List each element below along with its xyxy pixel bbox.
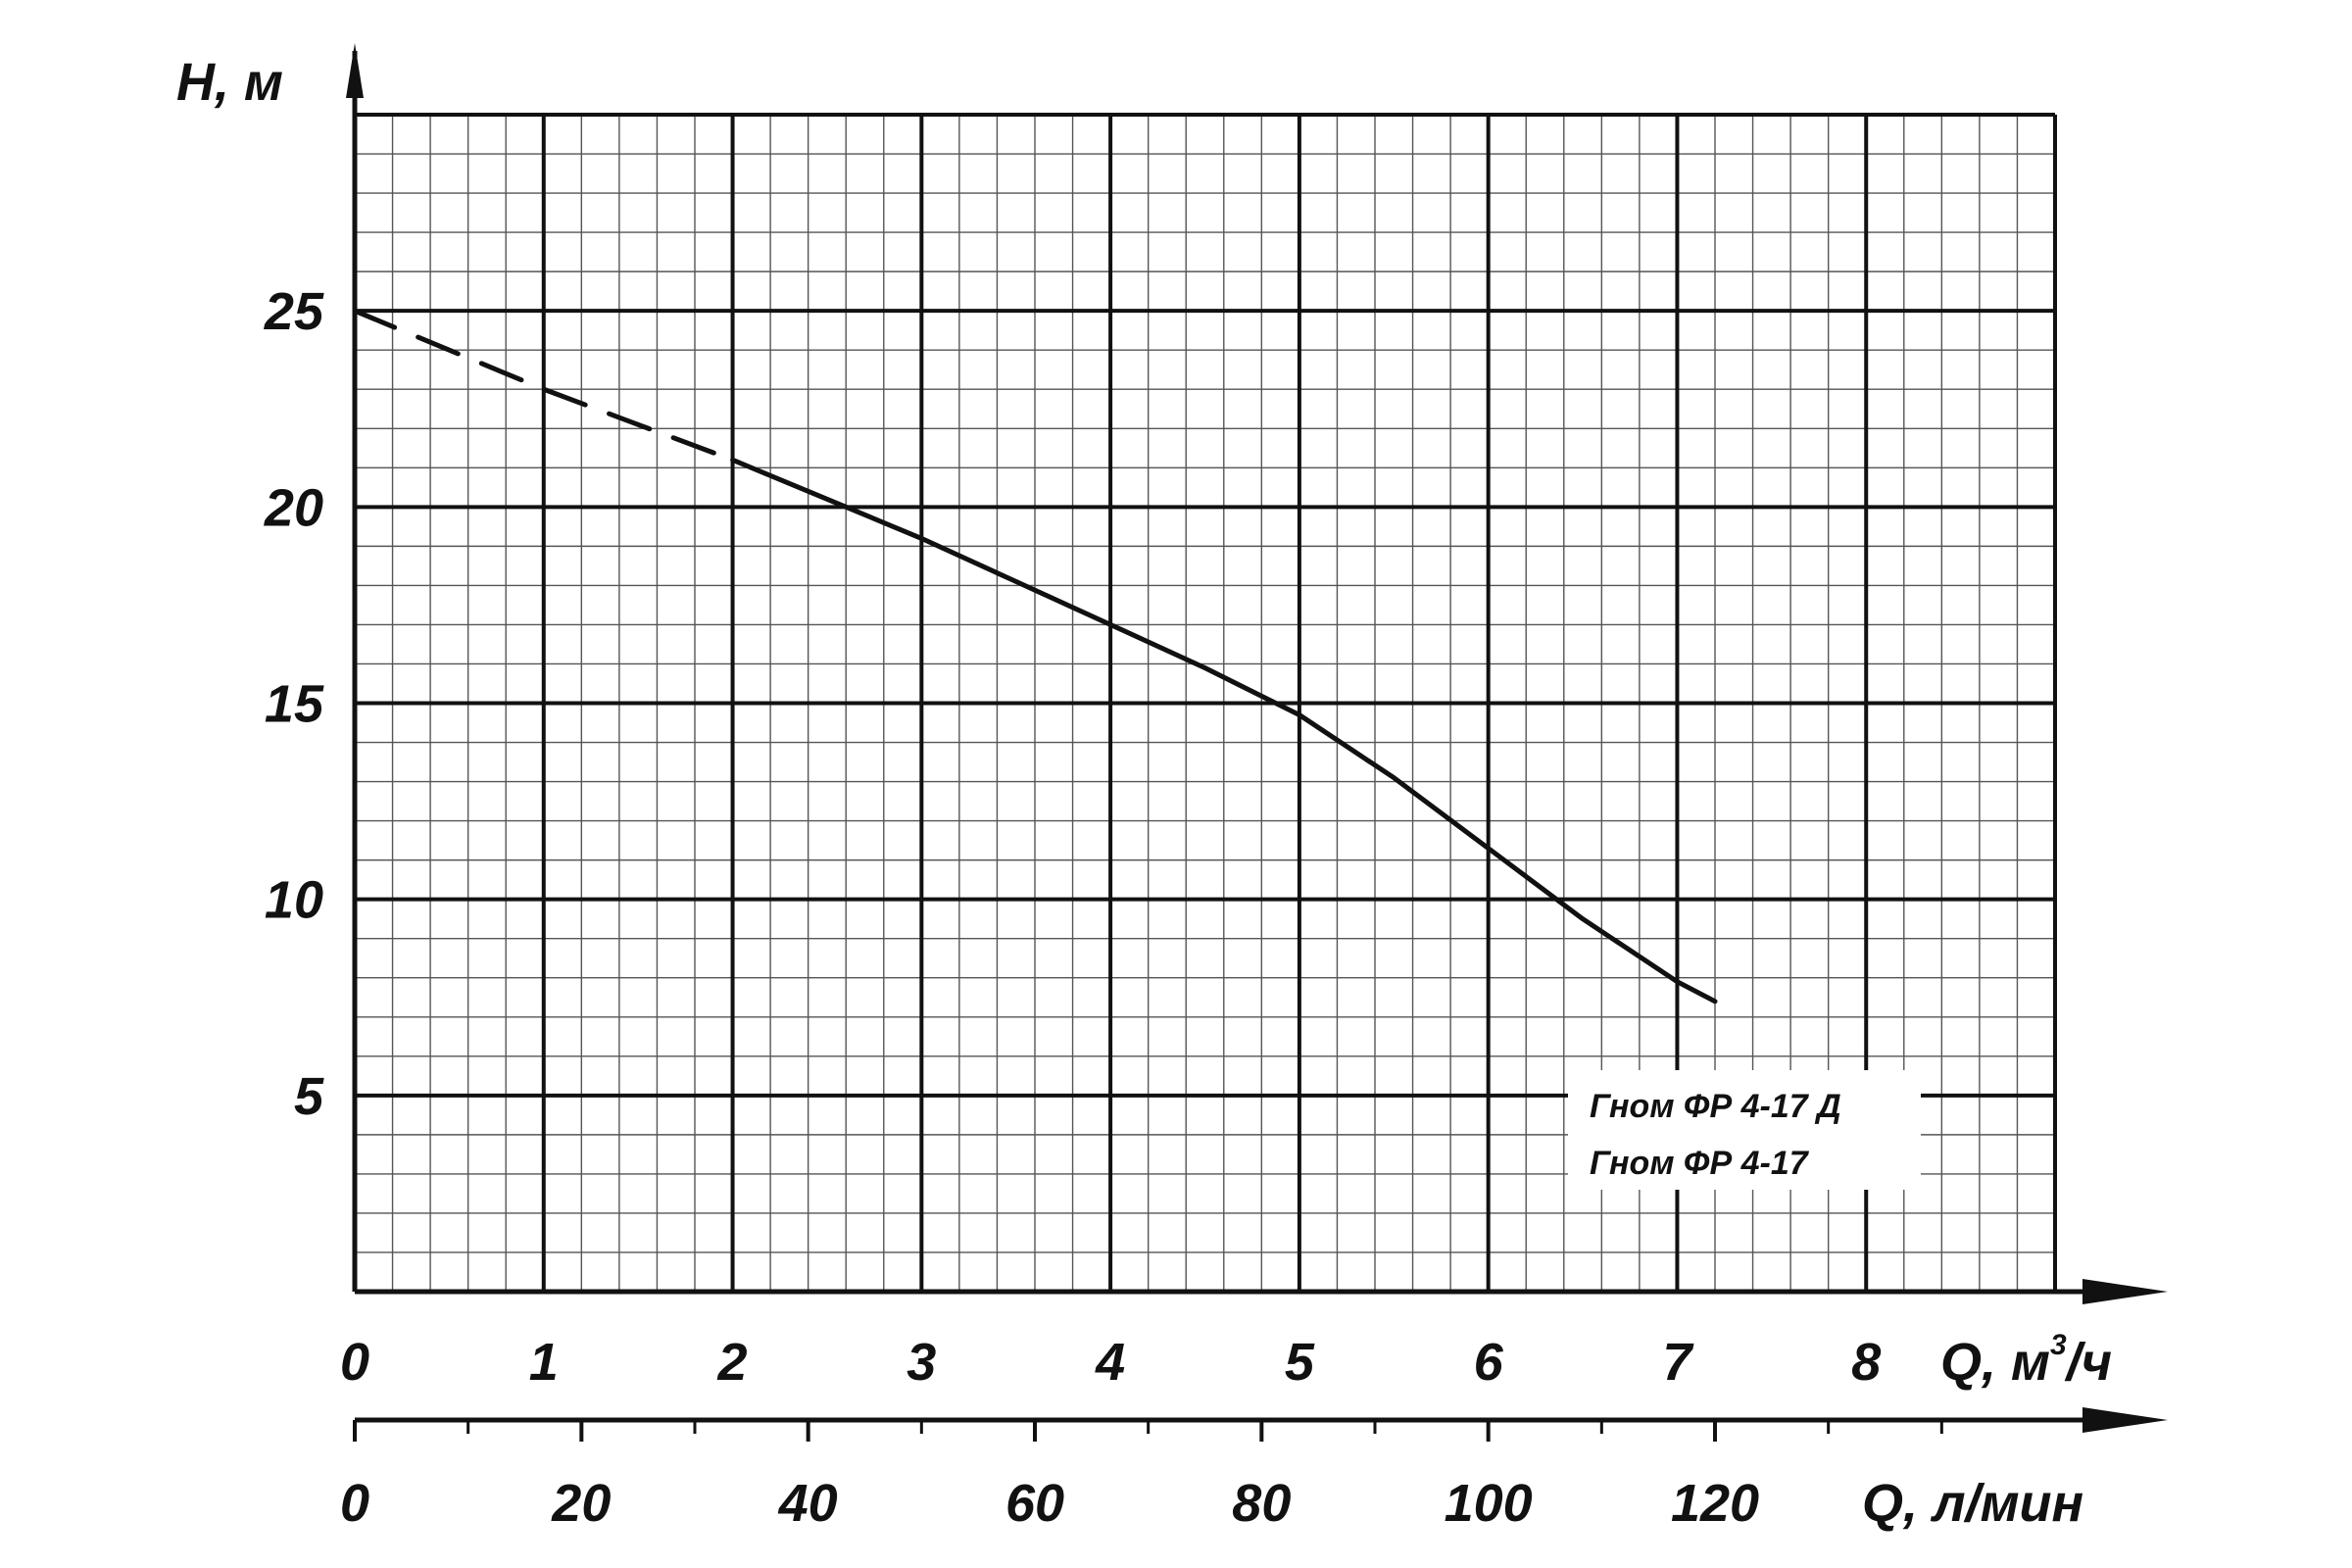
series-line-solid bbox=[730, 457, 1718, 1004]
y-tick-label: 15 bbox=[265, 675, 324, 734]
x-axis-arrow-primary bbox=[2082, 1279, 2168, 1304]
x-tick-label-primary: 4 bbox=[1095, 1333, 1125, 1392]
x-axis-title-primary-sup: 3 bbox=[2050, 1329, 2067, 1361]
x-axis-title-primary-main: Q, м bbox=[1940, 1333, 2050, 1392]
x-axis-title-secondary: Q, л/мин bbox=[1862, 1474, 2083, 1533]
x-tick-label-primary: 1 bbox=[529, 1333, 559, 1392]
series-line-dashed bbox=[352, 308, 736, 463]
x-axis-arrow-secondary bbox=[2082, 1407, 2168, 1433]
x-tick-label-secondary: 20 bbox=[551, 1474, 611, 1533]
axes bbox=[346, 43, 2168, 1442]
x-tick-label-primary: 3 bbox=[906, 1333, 936, 1392]
x-tick-label-primary: 8 bbox=[1851, 1333, 1881, 1392]
x-axis-title-primary: Q, м3/ч bbox=[1940, 1329, 2112, 1392]
y-tick-label: 5 bbox=[294, 1067, 324, 1126]
x-tick-label-secondary: 80 bbox=[1232, 1474, 1291, 1533]
legend-entry-1: Гном ФР 4-17 Д bbox=[1590, 1088, 1841, 1125]
curves bbox=[352, 308, 1718, 1004]
x-tick-label-secondary: 40 bbox=[778, 1474, 838, 1533]
y-tick-label: 25 bbox=[264, 282, 324, 341]
x-axis-title-primary-tail: /ч bbox=[2065, 1333, 2113, 1392]
x-tick-label-primary: 0 bbox=[340, 1333, 369, 1392]
x-tick-label-secondary: 100 bbox=[1445, 1474, 1533, 1533]
y-tick-label: 20 bbox=[264, 478, 323, 537]
x-tick-label-secondary: 120 bbox=[1671, 1474, 1759, 1533]
x-tick-label-primary: 5 bbox=[1285, 1333, 1315, 1392]
x-tick-label-primary: 7 bbox=[1662, 1333, 1694, 1392]
x-tick-label-primary: 2 bbox=[717, 1333, 748, 1392]
legend-entry-2: Гном ФР 4-17 bbox=[1590, 1145, 1810, 1182]
x-tick-label-secondary: 60 bbox=[1005, 1474, 1064, 1533]
x-tick-label-primary: 6 bbox=[1474, 1333, 1504, 1392]
y-axis-arrow bbox=[346, 43, 364, 98]
y-tick-label: 10 bbox=[265, 871, 323, 930]
y-axis-title: H, м bbox=[176, 53, 283, 112]
x-tick-label-secondary: 0 bbox=[340, 1474, 369, 1533]
legend-box: Гном ФР 4-17 Д Гном ФР 4-17 bbox=[1568, 1070, 1921, 1190]
